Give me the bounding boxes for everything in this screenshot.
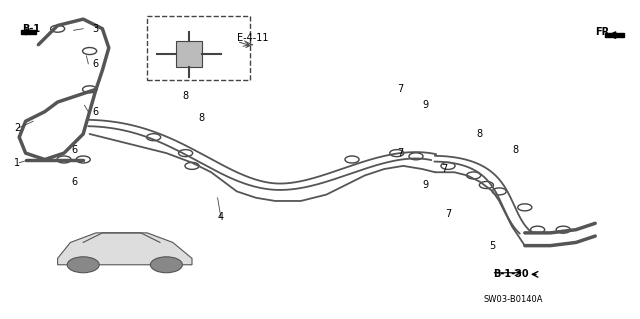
- Text: 5: 5: [490, 241, 496, 251]
- Text: 2: 2: [14, 122, 20, 133]
- Text: 8: 8: [512, 145, 518, 155]
- Text: 1: 1: [14, 158, 20, 168]
- Text: FR.: FR.: [595, 27, 613, 37]
- Text: 6: 6: [72, 145, 78, 155]
- Text: 8: 8: [182, 91, 189, 101]
- Text: E-4-11: E-4-11: [237, 33, 268, 43]
- Text: 9: 9: [422, 180, 429, 190]
- Text: 6: 6: [93, 59, 99, 69]
- Text: 9: 9: [422, 100, 429, 110]
- Text: 6: 6: [93, 107, 99, 117]
- Text: B-1-30: B-1-30: [493, 269, 529, 279]
- Polygon shape: [605, 33, 624, 37]
- Text: 3: 3: [93, 24, 99, 34]
- Text: 7: 7: [442, 164, 448, 174]
- Text: 7: 7: [397, 84, 403, 94]
- Text: SW03-B0140A: SW03-B0140A: [483, 295, 543, 304]
- Text: B-1: B-1: [22, 24, 40, 34]
- Polygon shape: [21, 30, 36, 34]
- Text: 8: 8: [198, 113, 205, 123]
- Text: 7: 7: [445, 209, 451, 219]
- Circle shape: [150, 257, 182, 273]
- Text: 6: 6: [72, 177, 78, 187]
- Text: 8: 8: [477, 129, 483, 139]
- Polygon shape: [58, 233, 192, 265]
- Text: 7: 7: [397, 148, 403, 158]
- Bar: [176, 41, 202, 67]
- Circle shape: [67, 257, 99, 273]
- Text: 4: 4: [218, 212, 224, 222]
- Bar: [147, 16, 250, 80]
